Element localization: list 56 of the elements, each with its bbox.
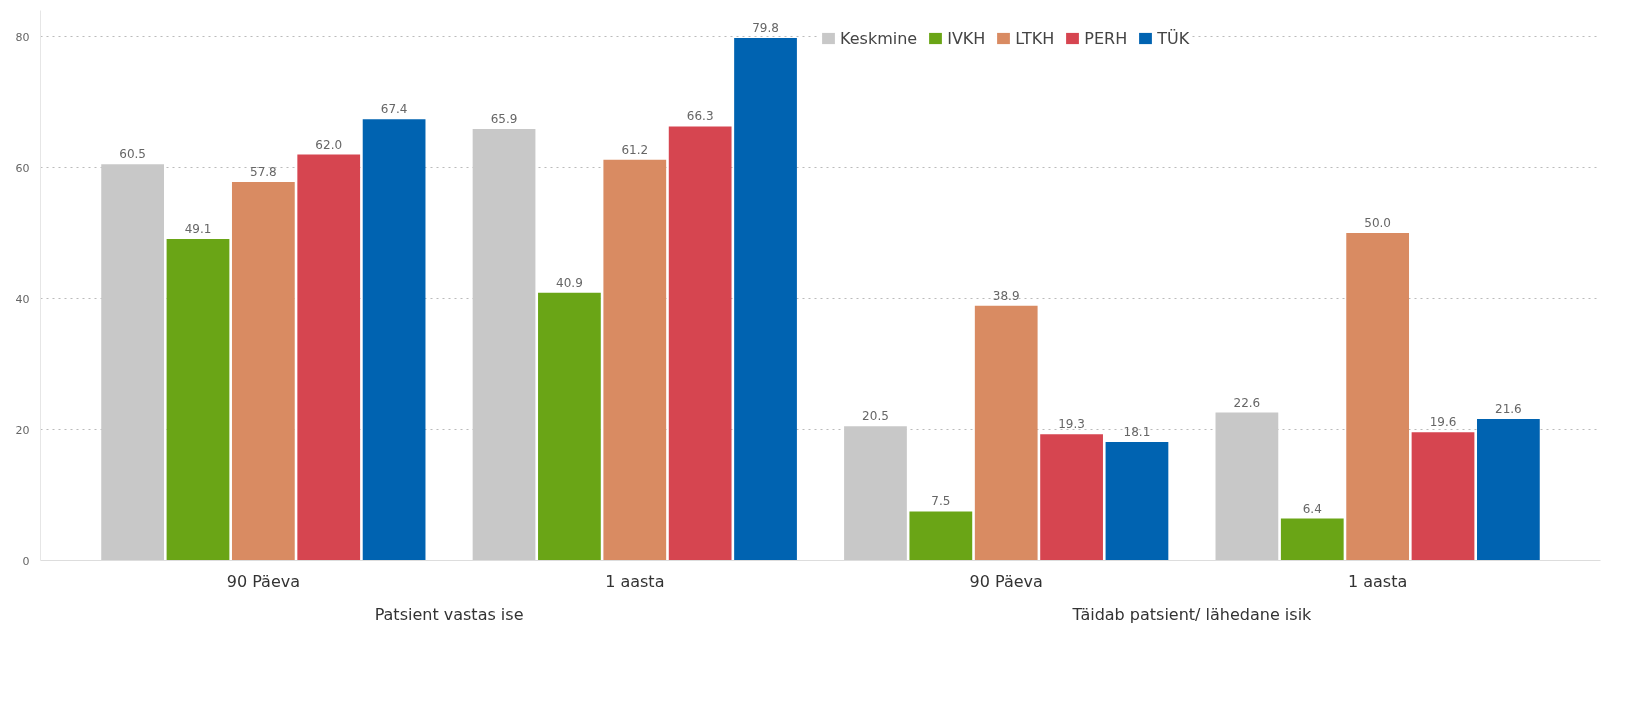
bar (101, 164, 164, 561)
data-label: 21.6 (1495, 402, 1522, 417)
text: Täidab patsient/ lähedane isik (1071, 604, 1313, 624)
bar (909, 511, 973, 561)
data-label: 60.5 (119, 147, 146, 162)
bar (1040, 434, 1103, 561)
data-label: 65.9 (490, 112, 518, 127)
text: Patsient vastas ise (374, 604, 524, 624)
y-tick-label: 0 (22, 554, 30, 568)
data-label: 57.8 (250, 165, 277, 180)
data-label: 50.0 (1364, 216, 1391, 231)
data-label: 66.3 (686, 109, 714, 124)
data-label: 6.4 (1302, 501, 1322, 516)
legend-label: PERH (1084, 28, 1128, 48)
bar (974, 305, 1038, 561)
bar (1280, 518, 1344, 561)
y-tick-label: 40 (15, 292, 30, 306)
legend-label: IVKH (947, 28, 986, 48)
bar (362, 119, 426, 561)
bar (166, 239, 230, 561)
bar (231, 182, 295, 561)
data-label: 20.5 (862, 409, 889, 424)
bar (734, 38, 797, 561)
bar (844, 426, 907, 561)
data-label: 18.1 (1123, 424, 1151, 439)
x-tick-label: 1 aasta (605, 571, 665, 591)
data-label: 19.3 (1058, 417, 1085, 432)
bar (603, 159, 667, 561)
legend-label: Keskmine (840, 28, 918, 48)
legend-label: TÜK (1157, 28, 1190, 48)
x-tick-label: 90 Päeva (226, 571, 301, 591)
data-label: 22.6 (1233, 395, 1261, 410)
bar (1215, 412, 1279, 561)
bar (1411, 432, 1475, 561)
data-label: 62.0 (315, 137, 343, 152)
x-tick-label: 1 aasta (1348, 571, 1408, 591)
x-tick-label: 90 Päeva (969, 571, 1043, 591)
y-tick-label: 80 (15, 30, 30, 44)
data-label: 61.2 (621, 142, 649, 157)
data-label: 40.9 (556, 275, 583, 290)
bar (538, 292, 601, 561)
data-label: 79.8 (752, 21, 779, 35)
bar (472, 129, 536, 561)
y-tick-label: 20 (15, 423, 30, 437)
data-label: 67.4 (380, 102, 408, 117)
data-label: 38.9 (992, 288, 1020, 303)
legend-label: LTKH (1015, 28, 1055, 48)
y-tick-label: 60 (15, 161, 30, 175)
data-label: 49.1 (184, 222, 212, 237)
bar (668, 126, 732, 561)
data-label: 19.6 (1429, 415, 1457, 430)
bar (1346, 233, 1410, 561)
bar (1105, 441, 1169, 561)
bar (1477, 419, 1540, 561)
data-label: 7.5 (931, 494, 951, 509)
bar (297, 154, 361, 561)
